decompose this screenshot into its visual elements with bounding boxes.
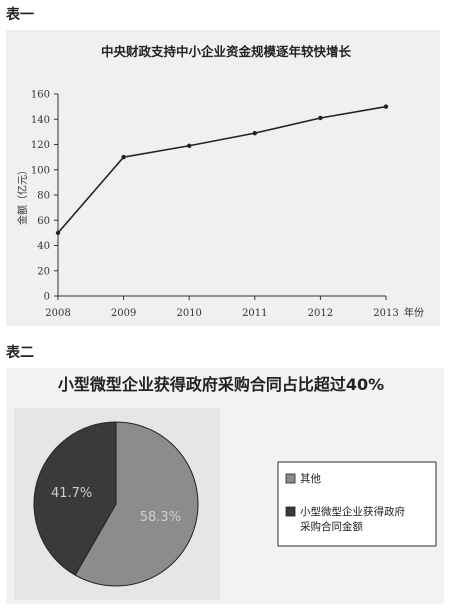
pie-data-label: 58.3% — [140, 510, 181, 525]
x-axis-title: 年份 — [404, 306, 424, 319]
y-tick-label: 120 — [31, 140, 50, 151]
x-tick-label: 2010 — [176, 308, 201, 319]
pie-slices — [33, 421, 199, 587]
legend-swatch — [285, 506, 296, 517]
data-point — [252, 130, 257, 136]
y-tick-label: 0 — [44, 292, 50, 303]
line-chart: 中央财政支持中小企业资金规模逐年较快增长 金额（亿元） 年份 0 20 40 60 80… — [16, 44, 424, 319]
pie-slice — [74, 421, 199, 587]
x-tick-label: 2012 — [308, 308, 333, 319]
y-tick-label: 40 — [37, 241, 50, 252]
y-tick-labels: 0 20 40 60 80 100 120 140 160 — [31, 90, 58, 303]
x-tick-label: 2013 — [373, 308, 398, 319]
legend-label: 小型微型企业获得政府 — [300, 505, 405, 518]
y-axis-title: 金额（亿元） — [16, 165, 29, 225]
y-tick-label: 100 — [31, 165, 50, 176]
pie-slice — [33, 421, 117, 576]
legend-swatch — [285, 473, 296, 484]
x-tick-label: 2008 — [45, 308, 70, 319]
pie-chart-title: 小型微型企业获得政府采购合同占比超过40% — [58, 375, 384, 394]
section-label-table-1: 表一 — [6, 7, 34, 23]
series-line — [57, 105, 387, 234]
series-points — [55, 104, 389, 236]
pie-chart-panel: 小型微型企业获得政府采购合同占比超过40% 58.3% 41.7% 其他小型微型企… — [6, 368, 444, 604]
data-point — [383, 104, 389, 109]
legend-box — [277, 461, 437, 547]
x-tick-label: 2009 — [111, 308, 136, 319]
x-tick-labels: 2008 2009 2010 2011 2012 2013 — [45, 296, 399, 319]
data-point — [318, 115, 323, 121]
pie-chart: 小型微型企业获得政府采购合同占比超过40% 58.3% 41.7% 其他小型微型企… — [14, 375, 437, 600]
y-tick-label: 80 — [37, 191, 50, 202]
y-tick-label: 20 — [37, 266, 50, 277]
y-tick-label: 140 — [31, 115, 50, 126]
pie-data-label: 41.7% — [51, 486, 92, 501]
y-tick-label: 160 — [31, 90, 50, 101]
data-point — [187, 143, 192, 148]
pie-data-labels: 58.3% 41.7% — [51, 486, 181, 525]
x-tick-label: 2011 — [242, 308, 267, 319]
line-chart-title: 中央财政支持中小企业资金规模逐年较快增长 — [101, 44, 352, 59]
legend-label: 其他 — [300, 472, 321, 485]
legend-label: 采购合同金额 — [300, 520, 363, 533]
data-point — [55, 230, 61, 236]
data-point — [121, 154, 126, 160]
line-chart-panel: 中央财政支持中小企业资金规模逐年较快增长 金额（亿元） 年份 0 20 40 60 80… — [6, 30, 440, 326]
y-tick-label: 60 — [37, 216, 50, 227]
section-label-table-2: 表二 — [6, 345, 34, 361]
